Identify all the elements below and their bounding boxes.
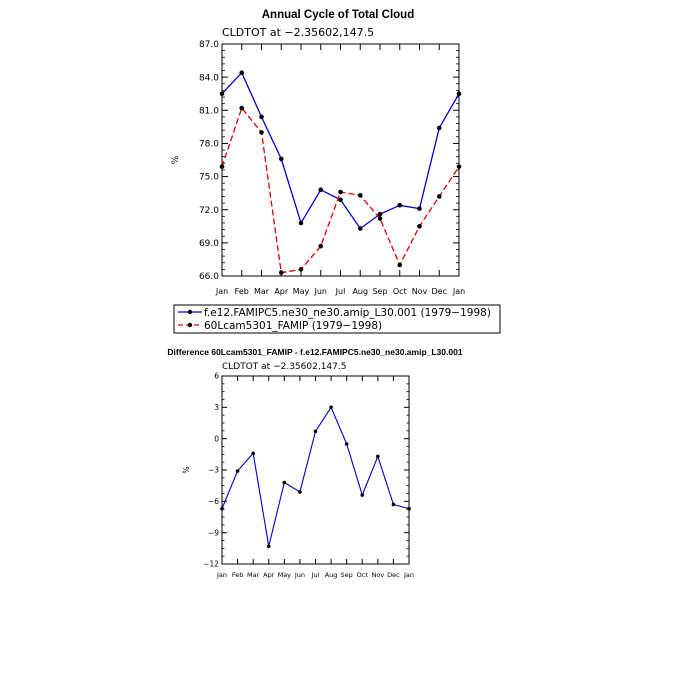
x-tick-label: Jun [294, 571, 305, 579]
data-point [220, 506, 224, 511]
y-tick-label: −6 [208, 497, 219, 506]
chart-subtitle-1: CLDTOT at −2.35602,147.5 [222, 362, 346, 372]
data-point [417, 223, 422, 229]
x-tick-label: May [293, 287, 310, 296]
chart-title-1: Difference 60Lcam5301_FAMIP - f.e12.FAMI… [167, 347, 462, 357]
x-tick-label: Aug [325, 571, 338, 579]
data-point [251, 451, 255, 456]
data-point [329, 405, 333, 410]
y-axis-label-1: % [182, 466, 191, 473]
data-point [235, 469, 240, 473]
x-tick-label: Dec [432, 287, 447, 296]
data-point [298, 490, 302, 494]
data-point [239, 105, 245, 111]
x-tick-label: Jun [314, 287, 328, 296]
data-point [397, 262, 403, 268]
data-point [266, 544, 271, 549]
data-point [377, 211, 383, 217]
legend-marker-1 [187, 322, 193, 328]
y-tick-label: 78.0 [199, 140, 219, 150]
data-point [338, 197, 343, 203]
data-point [219, 91, 225, 97]
y-tick-label: 0 [214, 434, 219, 443]
x-tick-label: Jul [335, 287, 346, 296]
x-tick-label: Oct [357, 571, 369, 579]
y-tick-label: −9 [208, 528, 219, 537]
data-point [282, 480, 287, 485]
x-tick-label: May [278, 571, 292, 579]
series-line-1-0 [221, 406, 410, 547]
data-point [391, 502, 396, 507]
y-tick-label: 81.0 [199, 106, 219, 116]
data-point [344, 442, 349, 446]
data-point [407, 506, 411, 511]
data-point [417, 206, 422, 211]
data-point [219, 164, 225, 169]
data-point [357, 193, 363, 198]
y-tick-label: 84.0 [199, 73, 219, 83]
x-tick-label: Mar [247, 571, 260, 579]
x-tick-label: Apr [274, 287, 289, 296]
data-point [377, 216, 383, 221]
data-point [313, 429, 318, 434]
x-tick-label: Jul [311, 571, 320, 579]
x-tick-label: Nov [371, 571, 384, 579]
y-tick-label: 87.0 [199, 40, 219, 50]
x-tick-label: Nov [412, 287, 428, 296]
x-tick-label: Feb [235, 287, 249, 296]
x-tick-label: Aug [352, 287, 368, 296]
x-tick-label: Jan [452, 287, 465, 296]
x-tick-label: Apr [263, 571, 275, 579]
data-point [298, 220, 304, 226]
data-point [357, 226, 363, 231]
x-tick-label: Sep [341, 571, 353, 579]
x-tick-label: Dec [387, 571, 400, 579]
data-point [318, 187, 324, 193]
legend-entry-0: f.e12.FAMIPC5.ne30_ne30.amip_L30.001 (19… [204, 307, 491, 319]
data-point [278, 270, 284, 275]
y-tick-label: 66.0 [199, 272, 219, 282]
y-tick-label: 6 [214, 372, 219, 381]
x-tick-label: Jan [215, 287, 228, 296]
data-point [298, 267, 304, 272]
x-tick-label: Jan [403, 571, 414, 579]
x-tick-label: Sep [372, 287, 387, 296]
data-point [456, 164, 462, 169]
plot-frame-1 [221, 375, 410, 565]
data-point [239, 70, 245, 76]
y-tick-label: −3 [208, 466, 219, 475]
data-point [436, 194, 442, 199]
x-tick-label: Feb [232, 571, 244, 579]
data-point [376, 454, 380, 459]
y-tick-label: −12 [203, 560, 219, 569]
chart-subtitle-0: CLDTOT at −2.35602,147.5 [222, 26, 374, 39]
legend-box [173, 304, 501, 334]
y-tick-label: 3 [214, 403, 219, 412]
data-point [338, 189, 343, 195]
x-tick-label: Mar [254, 287, 270, 296]
y-tick-label: 69.0 [199, 239, 219, 249]
data-point [259, 130, 264, 135]
y-tick-label: 72.0 [199, 206, 219, 216]
data-point [259, 114, 264, 120]
data-point [318, 243, 324, 249]
plot-frame-0 [221, 43, 460, 277]
data-point [360, 493, 365, 497]
series-line-0-0 [221, 71, 460, 230]
y-tick-label: 75.0 [199, 173, 219, 183]
chart-title-0: Annual Cycle of Total Cloud [262, 9, 414, 21]
y-axis-label-0: % [171, 155, 181, 164]
x-tick-label: Oct [393, 287, 407, 296]
data-point [397, 202, 403, 208]
data-point [456, 91, 462, 97]
data-point [278, 156, 284, 162]
legend-entry-1: 60Lcam5301_FAMIP (1979−1998) [204, 320, 382, 332]
data-point [436, 125, 442, 131]
legend-marker-0 [187, 309, 193, 315]
x-tick-label: Jan [216, 571, 227, 579]
